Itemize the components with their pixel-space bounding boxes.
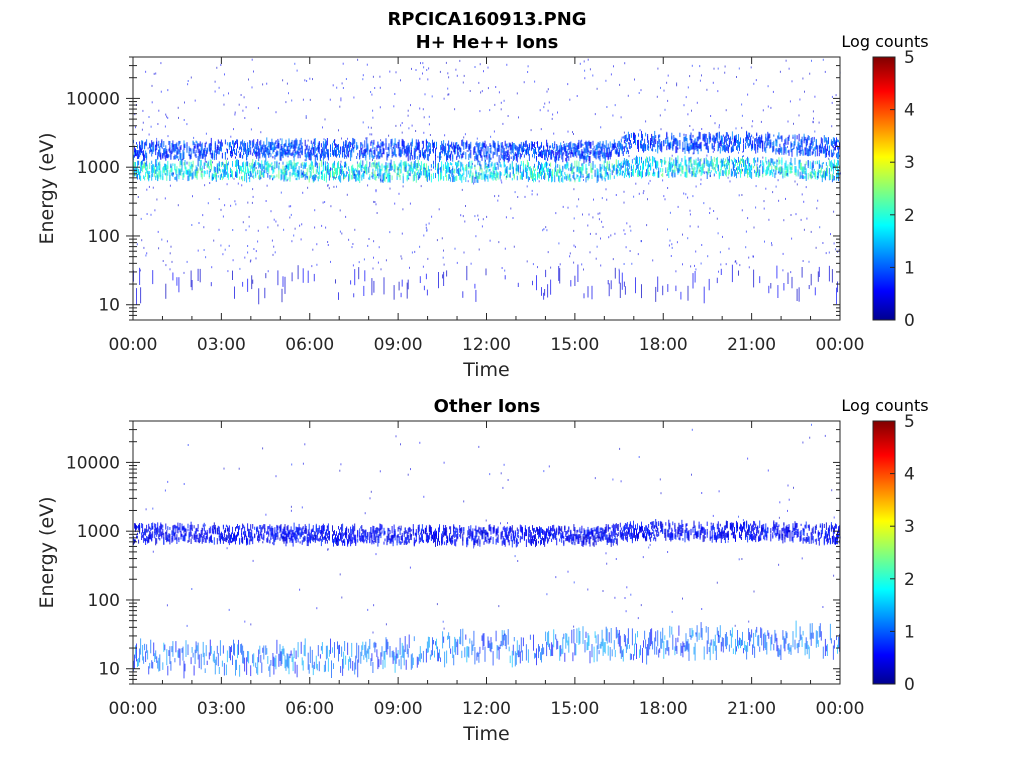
- x-tick-label: 12:00: [462, 699, 511, 719]
- x-tick-label: 18:00: [639, 335, 688, 355]
- x-tick-label: 00:00: [816, 699, 865, 719]
- x-tick-label: 00:00: [109, 335, 158, 355]
- x-tick-label: 09:00: [374, 335, 423, 355]
- y-tick-label: 100: [88, 227, 120, 247]
- y-tick-label: 1000: [77, 522, 120, 542]
- x-axis-label: Time: [462, 723, 510, 745]
- plot-frame: [132, 420, 841, 685]
- x-tick-label: 09:00: [374, 699, 423, 719]
- colorbar-tick-label: 1: [904, 622, 915, 642]
- x-tick-label: 06:00: [285, 699, 334, 719]
- colorbar-tick-label: 1: [904, 258, 915, 278]
- x-axis-ticks: [132, 421, 841, 684]
- colorbar-tick-label: 4: [904, 465, 915, 485]
- plot-frame: [132, 56, 841, 321]
- y-axis-ticks: [126, 56, 840, 321]
- x-axis-label: Time: [462, 359, 510, 381]
- colorbar-tick-label: 2: [904, 206, 915, 226]
- colorbar-tick-label: 0: [904, 311, 915, 331]
- colorbar-tick-label: 3: [904, 517, 915, 537]
- x-tick-label: 00:00: [109, 699, 158, 719]
- x-tick-label: 21:00: [727, 699, 776, 719]
- x-tick-label: 18:00: [639, 699, 688, 719]
- y-tick-label: 10000: [66, 89, 120, 109]
- figure-title: RPCICA160913.PNG: [387, 9, 586, 30]
- x-tick-label: 12:00: [462, 335, 511, 355]
- y-tick-label: 1000: [77, 158, 120, 178]
- y-axis-ticks: [126, 420, 840, 685]
- colorbar-tick-label: 5: [904, 48, 915, 68]
- colorbar-tick-label: 3: [904, 153, 915, 173]
- x-tick-label: 03:00: [197, 699, 246, 719]
- panel-title: Other Ions: [434, 396, 541, 417]
- colorbar: Log counts 0 1 2 3 4 5: [841, 396, 928, 695]
- x-tick-label: 15:00: [550, 699, 599, 719]
- colorbar-tick-label: 0: [904, 675, 915, 695]
- colorbar-tick-label: 4: [904, 101, 915, 121]
- y-tick-label: 10000: [66, 453, 120, 473]
- y-tick-label: 10: [98, 296, 120, 316]
- colorbar: Log counts 0 1 2 3 4 5: [841, 32, 928, 331]
- colorbar-tick-label: 2: [904, 570, 915, 590]
- colorbar-tick-label: 5: [904, 412, 915, 432]
- x-tick-label: 00:00: [816, 335, 865, 355]
- colorbar-gradient: [872, 56, 896, 321]
- y-axis-label: Energy (eV): [36, 132, 58, 244]
- x-tick-label: 06:00: [285, 335, 334, 355]
- x-tick-label: 15:00: [550, 335, 599, 355]
- spectrogram-data: [133, 423, 841, 679]
- y-tick-label: 10: [98, 660, 120, 680]
- x-tick-label: 03:00: [197, 335, 246, 355]
- colorbar-label: Log counts: [841, 396, 928, 415]
- y-axis-label: Energy (eV): [36, 496, 58, 608]
- colorbar-gradient: [872, 420, 896, 685]
- y-tick-label: 100: [88, 591, 120, 611]
- panel-title: H+ He++ Ions: [416, 32, 559, 53]
- x-tick-label: 21:00: [727, 335, 776, 355]
- spectrogram-data: [133, 58, 841, 305]
- colorbar-label: Log counts: [841, 32, 928, 51]
- x-axis-ticks: [132, 57, 841, 320]
